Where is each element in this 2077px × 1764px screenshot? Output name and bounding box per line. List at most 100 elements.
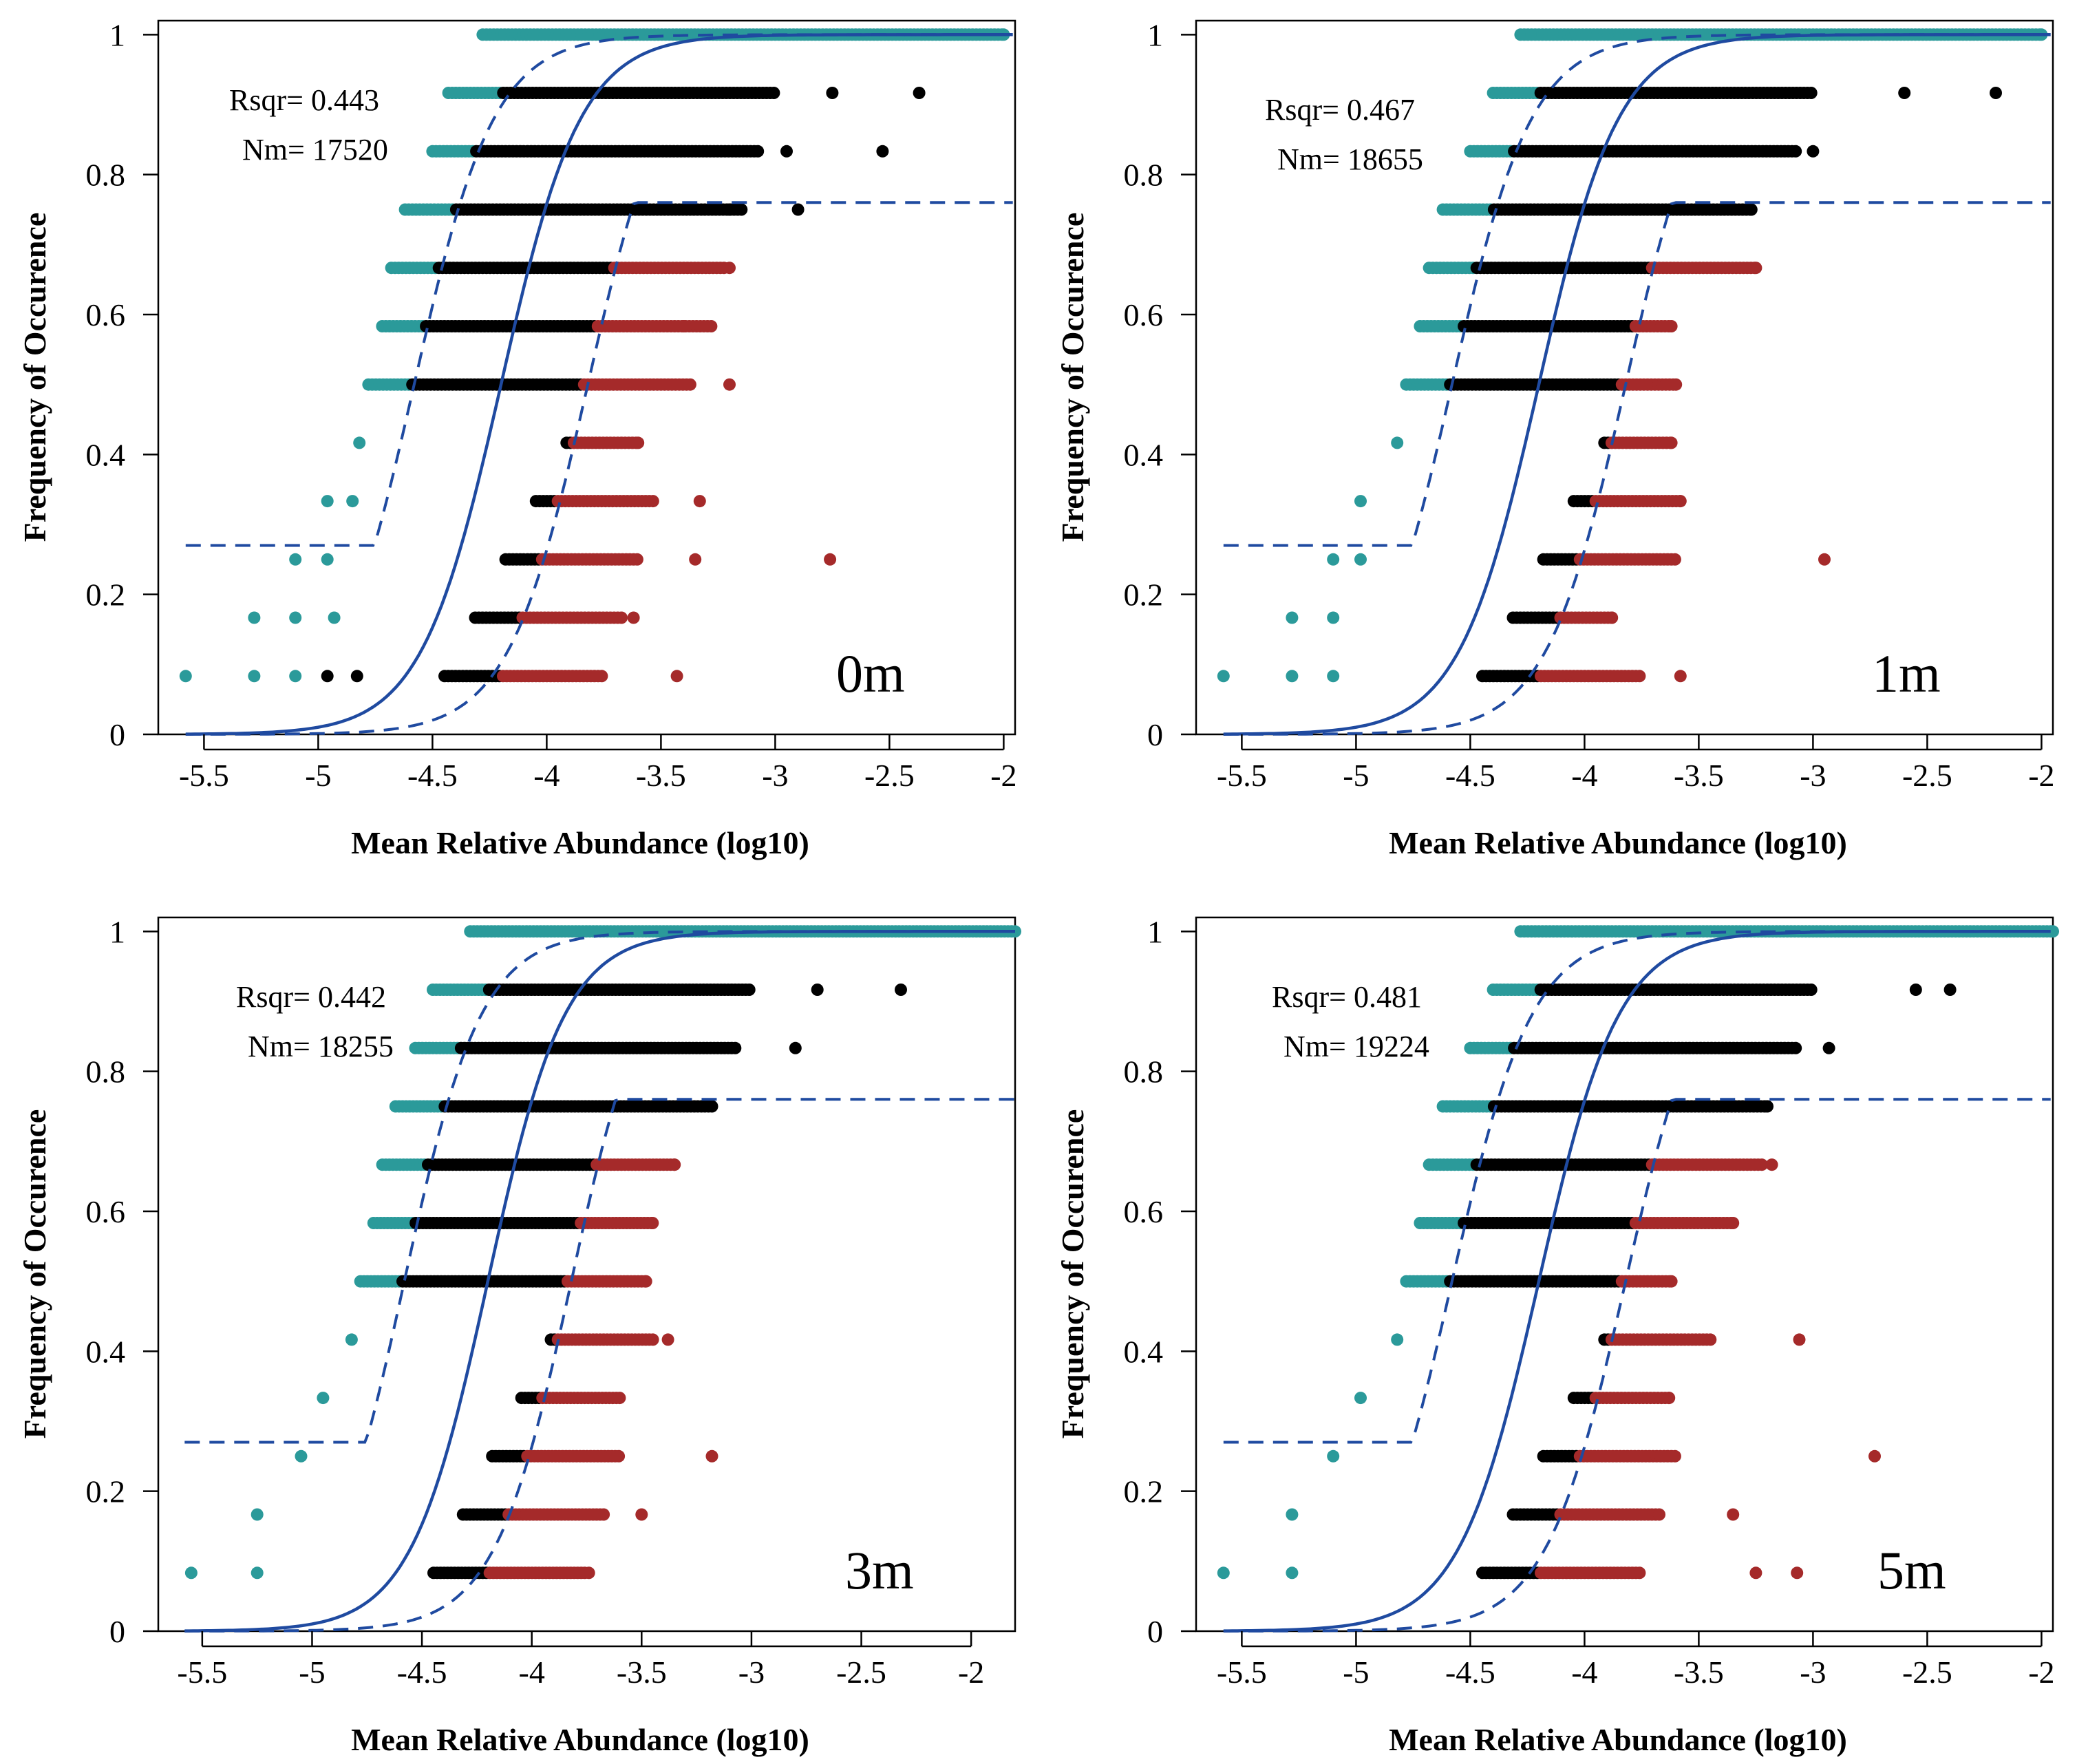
panel-label: 3m — [845, 1540, 914, 1600]
data-point — [635, 1508, 648, 1521]
rsqr-annotation: Rsqr= 0.481 — [1272, 980, 1422, 1014]
data-layer — [1217, 28, 2051, 736]
nm-annotation: Nm= 17520 — [242, 133, 388, 167]
axis-ticks: -5.5 -5 -4.5 -4 -3.5 -3 -2.5 -2 0 0.2 0.4 0.6 0.8 1 — [86, 914, 985, 1690]
y-axis-title: Frequency of Occurence — [1055, 1109, 1090, 1439]
data-point — [1217, 1566, 1230, 1580]
data-point — [1990, 87, 2002, 99]
y-tick-label: 1 — [1147, 914, 1163, 949]
rsqr-annotation: Rsqr= 0.442 — [236, 980, 386, 1014]
x-tick-label: -5 — [1343, 1655, 1369, 1690]
data-layer — [1217, 925, 2059, 1633]
y-tick-label: 0 — [1147, 717, 1163, 752]
data-point — [723, 378, 736, 391]
data-point — [1327, 670, 1340, 683]
lower-confidence-curve — [1223, 1098, 2051, 1633]
data-point — [1354, 1392, 1367, 1405]
data-point — [670, 670, 683, 683]
plot-frame — [1195, 19, 2054, 736]
data-point — [1789, 145, 1802, 158]
data-point — [353, 436, 366, 449]
data-point — [752, 145, 765, 158]
data-point — [895, 984, 907, 996]
data-point — [321, 670, 334, 683]
data-point — [729, 1041, 742, 1054]
nm-annotation: Nm= 19224 — [1284, 1030, 1429, 1063]
data-point — [317, 1392, 330, 1405]
y-tick-label: 0.6 — [1124, 1194, 1164, 1229]
data-point — [582, 1566, 595, 1580]
data-point — [1606, 611, 1619, 624]
x-tick-label: -4.5 — [407, 758, 458, 793]
y-tick-label: 0.2 — [1124, 1474, 1164, 1509]
x-tick-label: -4 — [1571, 758, 1597, 793]
y-axis-title: Frequency of Occurence — [17, 213, 52, 542]
y-tick-label: 0.2 — [86, 577, 126, 613]
x-tick-label: -2 — [2028, 1655, 2054, 1690]
data-point — [1663, 1392, 1676, 1405]
data-point — [1943, 984, 1957, 996]
data-point — [1868, 1449, 1881, 1463]
data-point — [1327, 611, 1340, 624]
data-point — [824, 553, 837, 566]
data-point — [346, 495, 359, 508]
data-point — [328, 611, 341, 624]
rsqr-annotation: Rsqr= 0.467 — [1265, 93, 1415, 127]
data-point — [811, 984, 824, 996]
y-tick-label: 0.4 — [1124, 1334, 1164, 1369]
panel-0m: -5.5 -5 -4.5 -4 -3.5 -3 -2.5 -2 0 0.2 0.4 0.6 0.8 1 R… — [17, 17, 1017, 860]
data-point — [1804, 87, 1818, 99]
data-point — [767, 87, 780, 99]
data-point — [1327, 1449, 1340, 1463]
data-point — [1704, 1333, 1717, 1346]
data-point — [1756, 1158, 1768, 1171]
data-point — [689, 553, 702, 566]
data-point — [1745, 203, 1758, 216]
data-point — [1807, 145, 1820, 158]
lower-confidence-curve — [1223, 201, 2051, 736]
data-point — [826, 87, 839, 99]
data-point — [1286, 1566, 1299, 1580]
x-tick-label: -4 — [533, 758, 560, 793]
nm-annotation: Nm= 18255 — [248, 1030, 394, 1063]
axis-ticks: -5.5 -5 -4.5 -4 -3.5 -3 -2.5 -2 0 0.2 0.4 0.6 0.8 1 — [1124, 17, 2055, 793]
data-point — [1668, 1449, 1681, 1463]
nm-annotation: Nm= 18655 — [1277, 142, 1423, 176]
y-axis-title: Frequency of Occurence — [17, 1109, 52, 1439]
data-point — [597, 1508, 610, 1521]
x-tick-label: -3.5 — [617, 1655, 667, 1690]
data-point — [1749, 1566, 1762, 1580]
panel-3m: -5.5 -5 -4.5 -4 -3.5 -3 -2.5 -2 0 0.2 0.4 0.6 0.8 1 R… — [17, 914, 1021, 1757]
y-tick-label: 1 — [109, 914, 125, 949]
y-axis-title: Frequency of Occurence — [1055, 213, 1090, 542]
y-tick-label: 0.6 — [86, 297, 126, 332]
data-point — [295, 1449, 308, 1463]
y-tick-label: 0.6 — [1124, 297, 1164, 332]
y-tick-label: 0.4 — [1124, 437, 1164, 472]
panel-5m: -5.5 -5 -4.5 -4 -3.5 -3 -2.5 -2 0 0.2 0.4 0.6 0.8 1 R… — [1055, 914, 2059, 1757]
y-tick-label: 1 — [1147, 17, 1163, 52]
data-point — [1749, 262, 1762, 275]
x-tick-label: -3 — [738, 1655, 765, 1690]
data-point — [1633, 670, 1646, 683]
data-point — [251, 1508, 264, 1521]
lower-confidence-curve — [185, 201, 1013, 736]
y-tick-label: 0.8 — [1124, 158, 1164, 193]
data-point — [876, 145, 889, 158]
x-tick-label: -3.5 — [636, 758, 686, 793]
data-point — [683, 378, 696, 391]
y-tick-label: 0 — [109, 717, 125, 752]
x-tick-label: -4 — [1571, 1655, 1597, 1690]
data-point — [743, 984, 756, 996]
y-tick-label: 0.8 — [86, 158, 126, 193]
data-point — [913, 87, 926, 99]
upper-confidence-curve — [184, 930, 1015, 1444]
data-point — [321, 553, 334, 566]
data-point — [1327, 553, 1340, 566]
data-point — [1354, 553, 1367, 566]
data-point — [1727, 1217, 1740, 1229]
axis-ticks: -5.5 -5 -4.5 -4 -3.5 -3 -2.5 -2 0 0.2 0.4 0.6 0.8 1 — [1124, 914, 2055, 1690]
x-tick-label: -2 — [958, 1655, 984, 1690]
data-point — [595, 670, 608, 683]
y-tick-label: 0.8 — [1124, 1054, 1164, 1090]
